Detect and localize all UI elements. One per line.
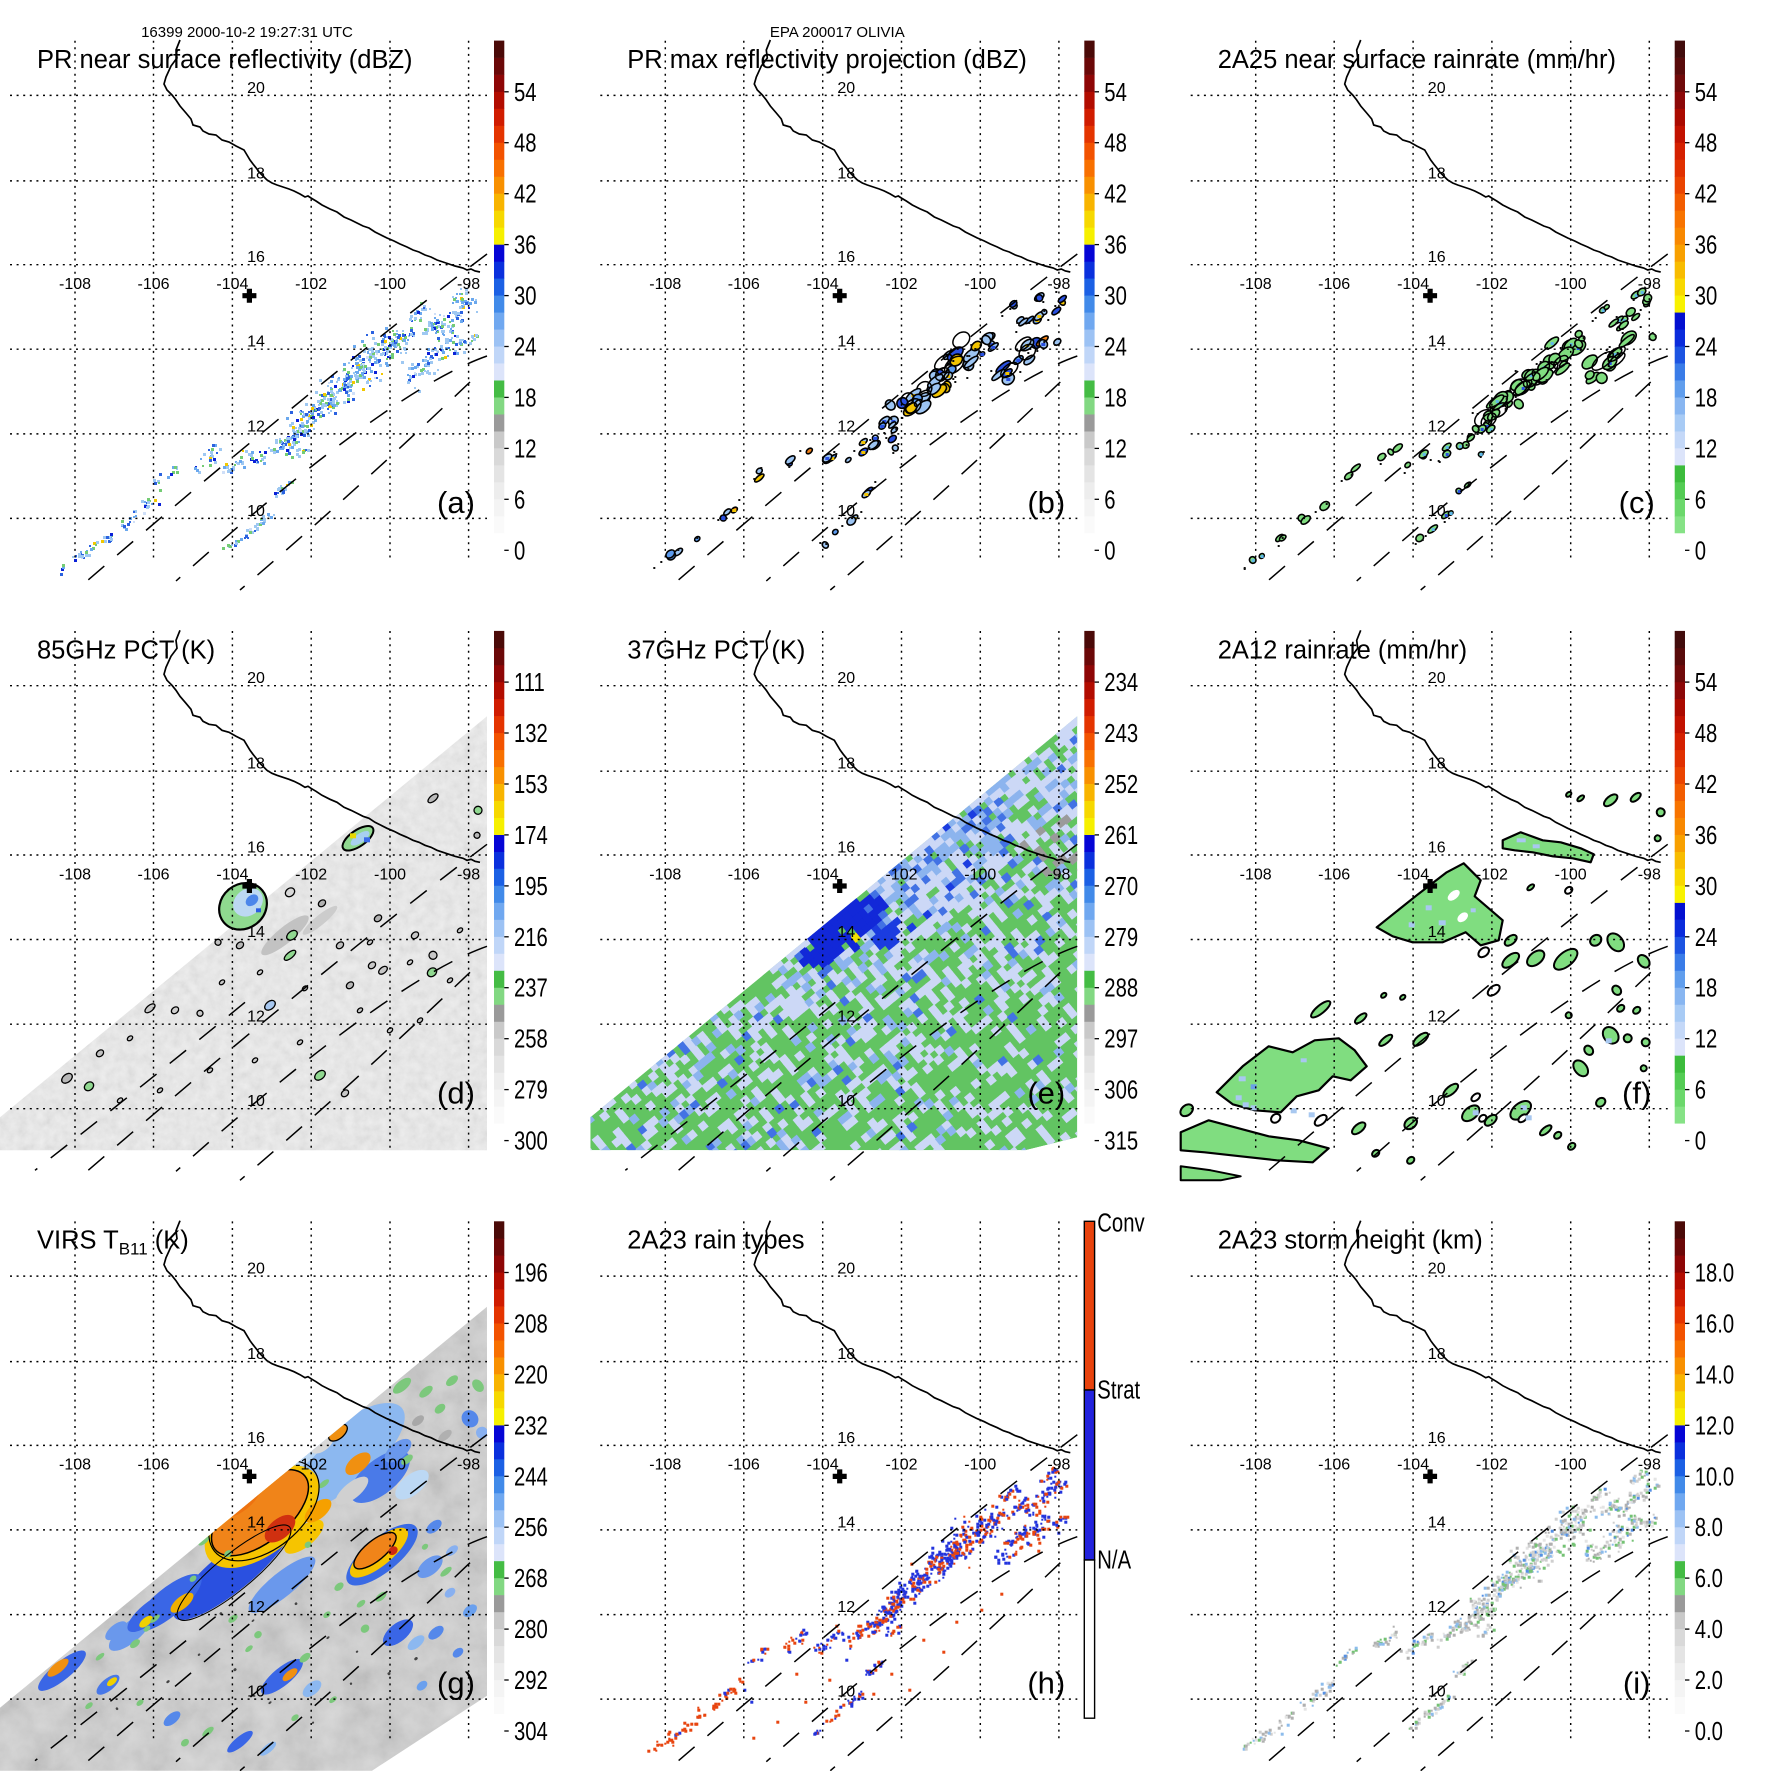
svg-text:85GHz PCT (K): 85GHz PCT (K) <box>37 636 215 664</box>
svg-text:270: 270 <box>1104 871 1138 900</box>
svg-text:42: 42 <box>1104 179 1127 208</box>
svg-text:(g): (g) <box>437 1666 475 1701</box>
svg-text:0: 0 <box>514 536 525 565</box>
svg-text:36: 36 <box>514 230 537 259</box>
svg-text:297: 297 <box>1104 1024 1138 1053</box>
svg-text:(c): (c) <box>1619 485 1655 520</box>
svg-text:174: 174 <box>514 820 548 849</box>
svg-text:0: 0 <box>1695 536 1706 565</box>
svg-text:36: 36 <box>1695 230 1718 259</box>
svg-text:18: 18 <box>1695 973 1718 1002</box>
svg-text:153: 153 <box>514 770 548 799</box>
svg-text:(f): (f) <box>1622 1075 1651 1110</box>
svg-text:292: 292 <box>514 1666 548 1695</box>
svg-text:252: 252 <box>1104 770 1138 799</box>
svg-text:(d): (d) <box>437 1075 475 1110</box>
svg-text:279: 279 <box>514 1075 548 1104</box>
svg-text:48: 48 <box>1695 128 1718 157</box>
svg-text:6: 6 <box>1695 1075 1706 1104</box>
svg-text:196: 196 <box>514 1258 548 1287</box>
svg-text:300: 300 <box>514 1126 548 1155</box>
svg-text:268: 268 <box>514 1564 548 1593</box>
svg-text:EPA 200017 OLIVIA: EPA 200017 OLIVIA <box>770 24 905 41</box>
svg-text:12: 12 <box>514 434 537 463</box>
svg-text:54: 54 <box>1695 77 1718 106</box>
svg-text:0: 0 <box>1104 536 1115 565</box>
svg-text:54: 54 <box>514 77 537 106</box>
svg-text:48: 48 <box>1104 128 1127 157</box>
svg-text:36: 36 <box>1695 820 1718 849</box>
svg-text:18: 18 <box>1695 383 1718 412</box>
svg-text:6: 6 <box>1104 485 1115 514</box>
svg-text:16399 2000-10-2 19:27:31 UTC: 16399 2000-10-2 19:27:31 UTC <box>141 24 353 41</box>
svg-text:2A12 rainrate (mm/hr): 2A12 rainrate (mm/hr) <box>1218 636 1467 664</box>
svg-text:42: 42 <box>1695 770 1718 799</box>
svg-text:48: 48 <box>1695 719 1718 748</box>
svg-text:30: 30 <box>1695 871 1718 900</box>
svg-text:243: 243 <box>1104 719 1138 748</box>
svg-text:PR max reflectivity projection: PR max reflectivity projection (dBZ) <box>627 46 1027 74</box>
svg-text:12: 12 <box>1104 434 1127 463</box>
svg-text:216: 216 <box>514 922 548 951</box>
svg-text:6: 6 <box>1695 485 1706 514</box>
svg-text:237: 237 <box>514 973 548 1002</box>
svg-text:244: 244 <box>514 1462 548 1491</box>
svg-text:36: 36 <box>1104 230 1127 259</box>
svg-text:12: 12 <box>1695 434 1718 463</box>
svg-text:48: 48 <box>514 128 537 157</box>
svg-text:6: 6 <box>514 485 525 514</box>
svg-text:220: 220 <box>514 1360 548 1389</box>
svg-text:12: 12 <box>1695 1024 1718 1053</box>
svg-text:(b): (b) <box>1027 485 1065 520</box>
svg-text:256: 256 <box>514 1513 548 1542</box>
svg-text:30: 30 <box>514 281 537 310</box>
svg-text:280: 280 <box>514 1615 548 1644</box>
svg-text:VIRS TB11 (K): VIRS TB11 (K) <box>37 1227 189 1259</box>
svg-text:111: 111 <box>514 668 545 697</box>
svg-text:24: 24 <box>1695 922 1718 951</box>
svg-text:234: 234 <box>1104 668 1138 697</box>
svg-text:232: 232 <box>514 1411 548 1440</box>
svg-text:315: 315 <box>1104 1126 1138 1155</box>
svg-text:304: 304 <box>514 1717 548 1746</box>
svg-text:54: 54 <box>1104 77 1127 106</box>
svg-text:279: 279 <box>1104 922 1138 951</box>
svg-text:306: 306 <box>1104 1075 1138 1104</box>
svg-text:42: 42 <box>1695 179 1718 208</box>
svg-text:132: 132 <box>514 719 548 748</box>
svg-text:37GHz PCT (K): 37GHz PCT (K) <box>627 636 805 664</box>
svg-text:54: 54 <box>1695 668 1718 697</box>
svg-text:PR near surface reflectivity (: PR near surface reflectivity (dBZ) <box>37 46 413 74</box>
svg-text:208: 208 <box>514 1309 548 1338</box>
svg-text:195: 195 <box>514 871 548 900</box>
svg-text:42: 42 <box>514 179 537 208</box>
svg-text:2A25 near surface rainrate (mm: 2A25 near surface rainrate (mm/hr) <box>1218 46 1616 74</box>
svg-text:18: 18 <box>514 383 537 412</box>
svg-text:18: 18 <box>1104 383 1127 412</box>
svg-text:24: 24 <box>514 332 537 361</box>
svg-text:30: 30 <box>1695 281 1718 310</box>
svg-text:258: 258 <box>514 1024 548 1053</box>
svg-text:30: 30 <box>1104 281 1127 310</box>
svg-text:(a): (a) <box>437 485 475 520</box>
svg-text:24: 24 <box>1695 332 1718 361</box>
svg-text:24: 24 <box>1104 332 1127 361</box>
svg-text:261: 261 <box>1104 820 1138 849</box>
svg-text:0: 0 <box>1695 1126 1706 1155</box>
svg-text:288: 288 <box>1104 973 1138 1002</box>
svg-text:(e): (e) <box>1027 1075 1065 1110</box>
